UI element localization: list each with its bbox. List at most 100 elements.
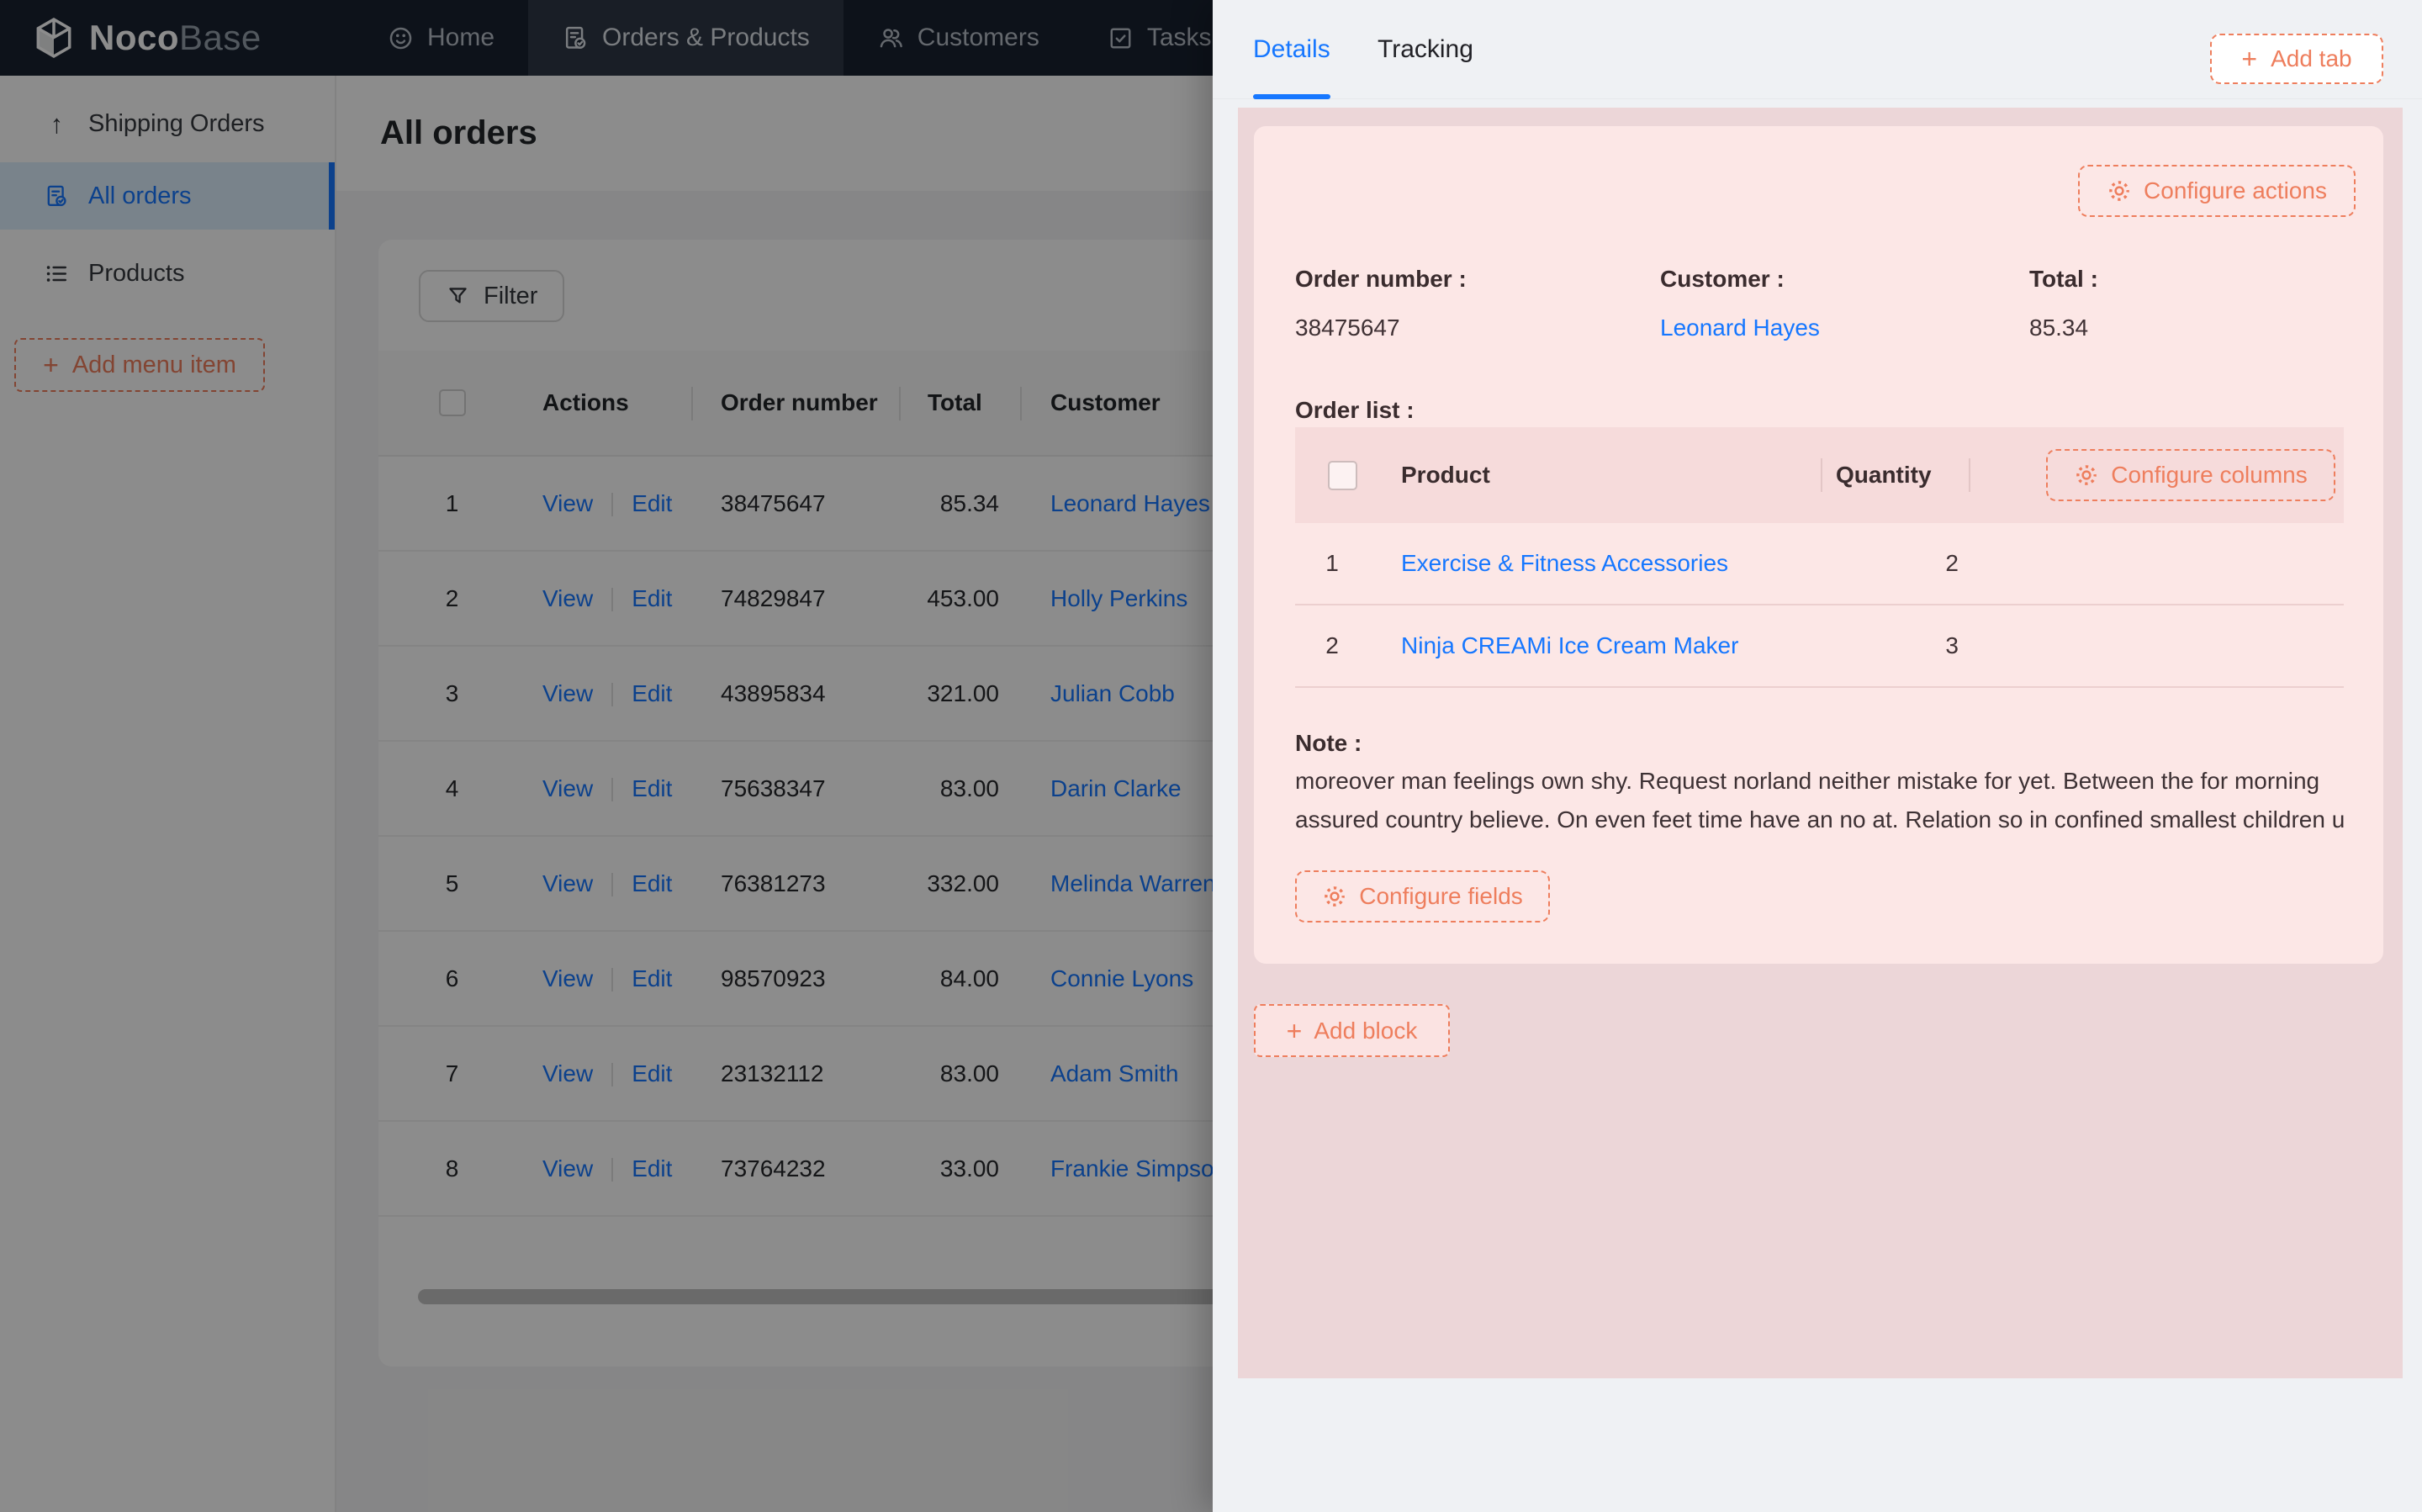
add-block-button-drawer[interactable]: + Add block <box>1254 1004 1450 1057</box>
sidebar-item-products[interactable]: Products <box>0 240 335 307</box>
column-header-product[interactable]: Product <box>1401 462 1490 488</box>
gear-icon <box>2109 181 2129 201</box>
add-tab-button[interactable]: + Add tab <box>2210 34 2383 84</box>
edit-link[interactable]: Edit <box>632 584 673 611</box>
select-all-checkbox[interactable] <box>438 389 466 416</box>
order-number-cell: 74829847 <box>721 584 826 611</box>
arrow-up-icon: ↑ <box>50 108 64 139</box>
table-row[interactable]: 6 View Edit 98570923 84.00 Connie Lyons <box>378 932 2422 1027</box>
row-index: 3 <box>445 679 459 706</box>
order-list-row[interactable]: 1 Exercise & Fitness Accessories 2 <box>1295 523 2344 605</box>
total-cell: 83.00 <box>939 775 999 801</box>
total-cell: 332.00 <box>927 870 999 896</box>
edit-link[interactable]: Edit <box>632 679 673 706</box>
field-label: Total <box>2029 266 2098 293</box>
plus-icon: + <box>1286 1015 1303 1046</box>
row-index: 1 <box>445 489 459 516</box>
field-label: Order number <box>1295 266 1467 293</box>
column-header-total[interactable]: Total <box>899 351 1020 455</box>
order-list-table: Product Quantity Configure columns 1 Exe… <box>1295 427 2344 688</box>
product-link[interactable]: Exercise & Fitness Accessories <box>1401 550 1729 576</box>
filter-button[interactable]: Filter <box>419 270 565 322</box>
check-square-icon <box>1110 28 1131 48</box>
tab-details[interactable]: Details <box>1253 0 1330 99</box>
add-block-label: Add block <box>1314 1017 1418 1044</box>
sidebar-item-label: Products <box>88 259 185 287</box>
customer-link[interactable]: Darin Clarke <box>1050 775 1182 801</box>
gear-icon <box>1325 886 1346 907</box>
edit-link[interactable]: Edit <box>632 1155 673 1182</box>
column-header-customer[interactable]: Customer <box>1020 351 2422 455</box>
customer-link[interactable]: Melinda Warren <box>1050 870 1216 896</box>
product-link[interactable]: Ninja CREAMi Ice Cream Maker <box>1401 632 1739 658</box>
row-index: 2 <box>445 584 459 611</box>
tab-tracking[interactable]: Tracking <box>1378 35 1473 63</box>
configure-columns-button[interactable]: Configure columns <box>2046 449 2335 501</box>
action-divider <box>611 1158 614 1182</box>
sidebar-item-all-orders[interactable]: All orders <box>0 162 335 230</box>
customer-link[interactable]: Holly Perkins <box>1050 584 1188 611</box>
order-number-cell: 75638347 <box>721 775 826 801</box>
nav-item-tasks[interactable]: Tasks <box>1073 0 1245 76</box>
customer-link[interactable]: Leonard Hayes <box>1660 315 1820 341</box>
customer-link[interactable]: Frankie Simpson <box>1050 1155 1228 1182</box>
order-number-cell: 43895834 <box>721 679 826 706</box>
sidebar-item-shipping-orders[interactable]: ↑ Shipping Orders <box>0 90 335 157</box>
drawer-tab-bar: Details Tracking + Add tab <box>1213 0 2422 99</box>
view-link[interactable]: View <box>542 775 594 801</box>
add-menu-item-label: Add menu item <box>71 351 236 378</box>
order-number-cell: 73764232 <box>721 1155 826 1182</box>
nav-item-orders-products[interactable]: Orders & Products <box>528 0 843 76</box>
view-link[interactable]: View <box>542 965 594 991</box>
customer-link[interactable]: Connie Lyons <box>1050 965 1194 991</box>
action-divider <box>611 778 614 802</box>
logo-text: NocoBase <box>89 18 262 57</box>
action-divider <box>611 493 614 517</box>
order-number-cell: 38475647 <box>721 489 826 516</box>
sidebar-item-label: Shipping Orders <box>88 109 265 137</box>
plus-icon: + <box>43 350 59 380</box>
view-link[interactable]: View <box>542 1155 594 1182</box>
configure-fields-button[interactable]: Configure fields <box>1295 870 1550 923</box>
table-row[interactable]: 4 View Edit 75638347 83.00 Darin Clarke <box>378 742 2422 837</box>
column-header-quantity[interactable]: Quantity <box>1821 427 1969 523</box>
sidebar-item-label: All orders <box>88 182 192 209</box>
sidebar: ↑ Shipping Orders All orders Products + … <box>0 76 336 1512</box>
configure-fields-label: Configure fields <box>1359 883 1523 909</box>
add-menu-item-button[interactable]: + Add menu item <box>14 338 265 392</box>
row-index: 8 <box>445 1155 459 1182</box>
row-index: 5 <box>445 870 459 896</box>
view-link[interactable]: View <box>542 1060 594 1086</box>
select-all-checkbox[interactable] <box>1328 460 1357 490</box>
configure-actions-button[interactable]: Configure actions <box>2078 165 2356 217</box>
view-link[interactable]: View <box>542 584 594 611</box>
order-list-row[interactable]: 2 Ninja CREAMi Ice Cream Maker 3 <box>1295 605 2344 688</box>
main-nav-menu: Home Orders & Products Customers <box>353 0 1245 76</box>
customer-link[interactable]: Leonard Hayes <box>1050 489 1210 516</box>
edit-link[interactable]: Edit <box>632 775 673 801</box>
nav-item-home[interactable]: Home <box>353 0 528 76</box>
edit-link[interactable]: Edit <box>632 870 673 896</box>
nav-item-label: Orders & Products <box>602 24 810 51</box>
smiley-icon <box>389 27 412 49</box>
order-number-cell: 76381273 <box>721 870 826 896</box>
view-link[interactable]: View <box>542 489 594 516</box>
edit-link[interactable]: Edit <box>632 965 673 991</box>
order-number-cell: 98570923 <box>721 965 826 991</box>
nav-item-label: Customers <box>917 24 1039 51</box>
column-header-order-number[interactable]: Order number <box>691 351 899 455</box>
edit-link[interactable]: Edit <box>632 1060 673 1086</box>
nav-item-customers[interactable]: Customers <box>843 0 1073 76</box>
order-list-header: Product Quantity Configure columns <box>1295 427 2344 523</box>
edit-link[interactable]: Edit <box>632 489 673 516</box>
view-link[interactable]: View <box>542 870 594 896</box>
view-link[interactable]: View <box>542 679 594 706</box>
field-value: 85.34 <box>2029 315 2089 341</box>
column-header-actions[interactable]: Actions <box>542 389 629 415</box>
filter-funnel-icon <box>449 287 467 304</box>
total-cell: 83.00 <box>939 1060 999 1086</box>
plus-icon: + <box>2241 44 2258 74</box>
customer-link[interactable]: Julian Cobb <box>1050 679 1175 706</box>
nocobase-logo[interactable]: NocoBase <box>0 14 353 61</box>
customer-link[interactable]: Adam Smith <box>1050 1060 1179 1086</box>
